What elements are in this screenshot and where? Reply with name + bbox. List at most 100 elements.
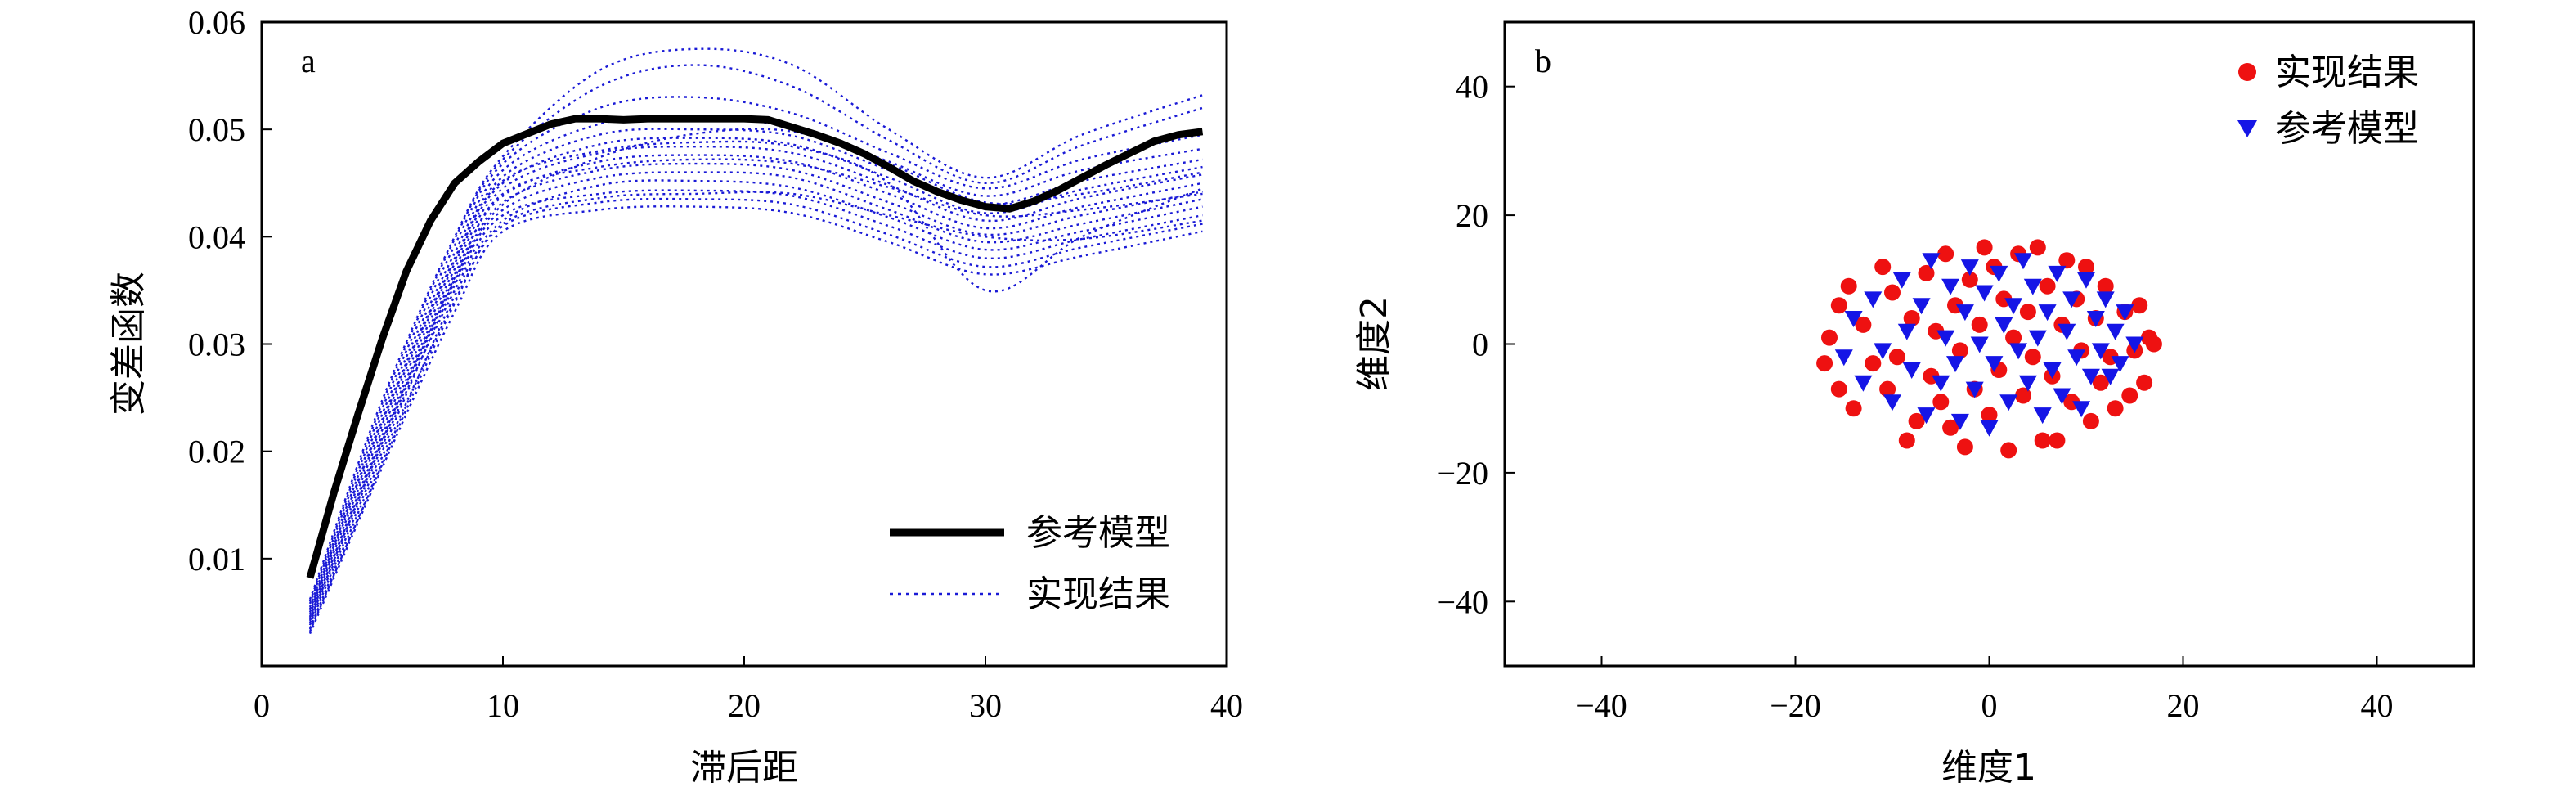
- y-tick-label: 0.06: [188, 4, 245, 41]
- reference-point: [2004, 298, 2023, 315]
- realization-point: [1888, 349, 1905, 366]
- reference-point: [1844, 311, 1863, 327]
- variogram-legend: 参考模型 实现结果: [890, 512, 1170, 615]
- reference-point: [2009, 343, 2028, 360]
- y-tick-label: 0.04: [188, 218, 245, 255]
- realization-line: [308, 64, 1203, 602]
- realization-point: [2049, 432, 2066, 449]
- realization-line: [308, 137, 1203, 613]
- reference-point: [2111, 356, 2129, 373]
- realization-point: [2029, 239, 2046, 256]
- realization-point: [2000, 442, 2017, 459]
- realization-point: [1951, 342, 1968, 359]
- realization-point: [2082, 412, 2099, 429]
- realization-point: [1932, 394, 1950, 411]
- x-tick-label: 20: [728, 687, 761, 724]
- realization-point: [1937, 245, 1954, 263]
- realization-point: [1908, 412, 1925, 429]
- realization-point: [2107, 400, 2124, 417]
- realization-point: [2145, 335, 2162, 353]
- legend-marker-realization: [2238, 63, 2256, 81]
- reference-point: [1955, 304, 1974, 322]
- realization-point: [2039, 277, 2056, 295]
- reference-point: [2116, 304, 2134, 322]
- reference-point: [2106, 323, 2125, 340]
- variogram-panel: 0 10 20 30 400.010.020.030.040.050.06 a 滞后距 …: [108, 4, 1243, 789]
- x-tick-label: 0: [1981, 687, 1998, 724]
- mds-panel: −40 −20 0 20 40 −40 −20 0 20 40 b 维度1 维度2 实现结果 参考…: [1353, 20, 2475, 789]
- mds-points: [1816, 239, 2162, 459]
- reference-point: [1970, 336, 1989, 353]
- legend-label-realization-b: 实现结果: [2275, 52, 2419, 93]
- reference-point: [2053, 388, 2071, 405]
- reference-point: [1960, 259, 1979, 277]
- y-tick-label: 0.02: [188, 434, 245, 470]
- reference-point: [2033, 407, 2052, 425]
- reference-point: [2086, 311, 2105, 327]
- reference-point: [1941, 278, 1960, 295]
- x-tick-label: 10: [487, 687, 519, 724]
- reference-point: [2048, 265, 2067, 282]
- legend-marker-reference: [2237, 120, 2257, 137]
- reference-point: [2072, 401, 2091, 418]
- reference-point: [2101, 368, 2120, 385]
- reference-point: [1990, 265, 2008, 282]
- y-tick-label: 0.01: [188, 541, 245, 578]
- panel-label-b: b: [1535, 43, 1551, 79]
- realization-line: [308, 128, 1203, 621]
- realization-point: [1981, 407, 1998, 424]
- realization-line: [308, 162, 1203, 622]
- reference-point: [1965, 381, 1984, 398]
- x-tick-label: 0: [254, 687, 270, 724]
- legend-label-reference-b: 参考模型: [2275, 108, 2419, 150]
- realization-point: [2121, 387, 2138, 404]
- realization-line: [308, 96, 1203, 605]
- y-tick-label: 0.03: [188, 326, 245, 363]
- realization-line: [308, 189, 1203, 623]
- x-tick-label: 30: [969, 687, 1002, 724]
- reference-point: [1834, 349, 1853, 367]
- reference-point: [1936, 330, 1955, 347]
- realization-point: [1961, 271, 1978, 288]
- reference-point: [2043, 362, 2062, 379]
- realization-point: [2058, 252, 2076, 269]
- reference-point: [2096, 291, 2115, 308]
- mds-y-label: 维度2: [1353, 296, 1395, 391]
- reference-point: [1864, 291, 1883, 308]
- realization-point: [2024, 349, 2041, 366]
- mds-legend: 实现结果 参考模型: [2237, 52, 2419, 150]
- realization-point: [1942, 419, 1959, 436]
- legend-label-realization: 实现结果: [1026, 573, 1170, 615]
- realization-line: [308, 145, 1203, 615]
- realization-point: [2131, 297, 2148, 314]
- realization-point: [1821, 329, 1838, 346]
- reference-point: [2062, 291, 2081, 308]
- y-tick-label: 40: [1456, 69, 1488, 106]
- reference-point: [1946, 356, 1964, 373]
- realization-point: [1976, 239, 1993, 256]
- realization-point: [1830, 380, 1847, 398]
- reference-point: [1999, 394, 2018, 411]
- reference-point: [2077, 272, 2095, 289]
- mds-x-label: 维度1: [1941, 747, 2036, 789]
- realization-point: [1816, 355, 1833, 372]
- realization-line: [308, 171, 1203, 626]
- reference-point: [1922, 253, 1941, 270]
- realization-point: [1840, 277, 1857, 295]
- reference-point: [1980, 420, 1999, 437]
- reference-point: [1932, 375, 1950, 392]
- x-tick-label: 40: [2361, 687, 2394, 724]
- reference-point: [1902, 362, 1921, 379]
- variogram-axes-frame: [260, 20, 1228, 668]
- realization-point: [1971, 316, 1988, 333]
- realization-point: [1865, 355, 1882, 372]
- realization-point: [1903, 310, 1920, 326]
- realization-point: [2034, 432, 2051, 449]
- realization-point: [1830, 297, 1847, 314]
- realization-line: [308, 179, 1203, 632]
- reference-point: [1874, 343, 1892, 360]
- reference-point: [2081, 368, 2100, 385]
- y-tick-label: 20: [1456, 197, 1488, 234]
- y-tick-label: 0: [1472, 326, 1488, 363]
